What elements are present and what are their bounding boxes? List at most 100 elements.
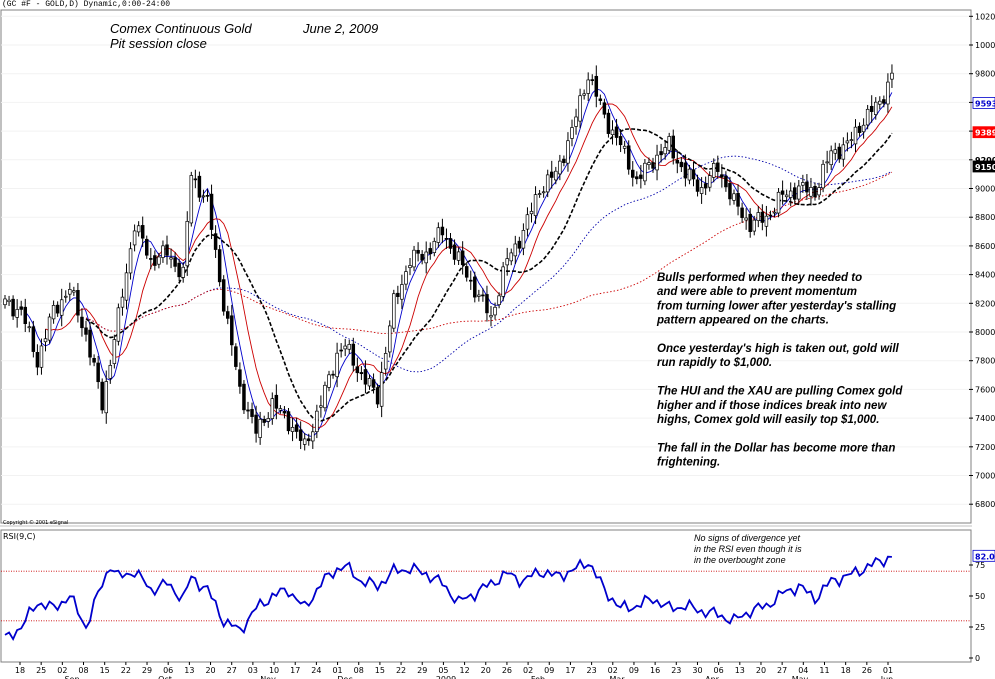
candle-body bbox=[817, 187, 821, 196]
x-tick-label: 30 bbox=[692, 666, 702, 675]
candle-body bbox=[181, 266, 185, 278]
candlestick bbox=[307, 433, 311, 446]
candle-body bbox=[347, 344, 352, 350]
candle-body bbox=[230, 315, 234, 346]
candle-body bbox=[829, 150, 833, 166]
candlestick bbox=[797, 179, 801, 206]
candle-body bbox=[432, 240, 437, 253]
commentary-line: higher and if those indices break into n… bbox=[657, 400, 887, 412]
candlestick bbox=[878, 96, 882, 110]
candlestick bbox=[801, 174, 805, 193]
candlestick bbox=[805, 174, 809, 200]
candle-body bbox=[234, 346, 238, 367]
candlestick bbox=[772, 207, 777, 218]
candlestick bbox=[792, 182, 797, 205]
candle-body bbox=[72, 290, 76, 293]
candlestick bbox=[578, 88, 582, 129]
candlestick bbox=[436, 222, 441, 248]
candle-body bbox=[400, 284, 404, 300]
candle-body bbox=[456, 251, 461, 261]
candlestick bbox=[392, 289, 396, 333]
candle-body bbox=[282, 411, 287, 414]
price-tag bbox=[972, 97, 995, 109]
candle-body bbox=[667, 136, 671, 151]
candle-body bbox=[513, 243, 518, 257]
candlestick bbox=[400, 274, 404, 310]
symbol-header: (GC #F - GOLD,D) Dynamic,0:00-24:00 bbox=[2, 0, 170, 9]
candle-body bbox=[197, 175, 202, 198]
candlestick bbox=[756, 206, 761, 228]
candlestick bbox=[55, 301, 60, 317]
candle-body bbox=[861, 124, 866, 133]
candlestick bbox=[140, 216, 145, 248]
candle-body bbox=[566, 140, 570, 164]
x-tick-label: 20 bbox=[205, 666, 215, 675]
candlestick bbox=[92, 354, 96, 367]
rsi-value-tag bbox=[972, 549, 995, 562]
candlestick bbox=[890, 64, 894, 88]
candlestick bbox=[39, 338, 44, 375]
candlestick bbox=[311, 423, 315, 449]
candle-body bbox=[643, 162, 647, 182]
candlestick bbox=[149, 248, 153, 270]
candle-body bbox=[801, 182, 805, 186]
candle-body bbox=[748, 213, 752, 232]
candlestick bbox=[667, 132, 671, 154]
candle-body bbox=[177, 262, 181, 278]
candlestick bbox=[217, 244, 222, 287]
candlestick bbox=[497, 292, 501, 309]
x-tick-label: 20 bbox=[756, 666, 766, 675]
candle-body bbox=[100, 381, 104, 411]
candle-body bbox=[39, 345, 44, 368]
candle-body bbox=[339, 349, 343, 352]
candlestick bbox=[270, 392, 275, 425]
candle-body bbox=[290, 427, 295, 432]
candle-body bbox=[590, 79, 594, 81]
commentary-block: Bulls performed when they needed to and w… bbox=[656, 272, 903, 469]
candlestick bbox=[671, 129, 675, 165]
candle-body bbox=[250, 409, 254, 417]
candlestick bbox=[424, 241, 428, 274]
price-tick-label: 10200 bbox=[975, 12, 995, 21]
x-tick-label: 05 bbox=[438, 666, 448, 675]
candlestick bbox=[618, 129, 623, 153]
candle-body bbox=[226, 311, 230, 319]
candlestick bbox=[189, 171, 194, 227]
candle-body bbox=[404, 271, 408, 285]
candlestick bbox=[254, 405, 258, 443]
x-tick-label: 25 bbox=[36, 666, 46, 675]
candlestick bbox=[570, 119, 574, 147]
candlestick bbox=[282, 406, 287, 419]
candle-body bbox=[473, 276, 477, 298]
candlestick bbox=[205, 189, 210, 202]
price-tag bbox=[972, 126, 995, 139]
candle-body bbox=[525, 214, 530, 230]
candle-body bbox=[286, 411, 291, 432]
candle-body bbox=[55, 304, 60, 314]
candle-body bbox=[128, 248, 133, 274]
price-tick-label: 7200 bbox=[975, 443, 995, 452]
candle-body bbox=[728, 183, 732, 200]
candlestick bbox=[869, 95, 874, 123]
commentary-line: The fall in the Dollar has become more t… bbox=[657, 442, 895, 454]
candle-body bbox=[776, 191, 781, 214]
candle-body bbox=[869, 105, 874, 112]
candlestick bbox=[177, 258, 181, 282]
x-tick-label: 13 bbox=[184, 666, 194, 675]
candlestick bbox=[602, 98, 607, 119]
candlestick bbox=[873, 97, 878, 120]
price-tick-label: 8600 bbox=[975, 242, 995, 251]
price-tick-label: 7400 bbox=[975, 414, 995, 423]
candlestick bbox=[242, 380, 246, 414]
candle-body bbox=[695, 179, 700, 192]
candlestick bbox=[294, 417, 299, 439]
candle-body bbox=[193, 178, 198, 181]
commentary-line: frightening. bbox=[657, 457, 720, 469]
candlestick bbox=[554, 166, 558, 185]
candlestick bbox=[343, 338, 347, 357]
candle-body bbox=[647, 162, 651, 166]
commentary-line: from turning lower after yesterday's sta… bbox=[657, 300, 896, 312]
price-tick-label: 8200 bbox=[975, 299, 995, 308]
candlestick bbox=[562, 155, 566, 167]
